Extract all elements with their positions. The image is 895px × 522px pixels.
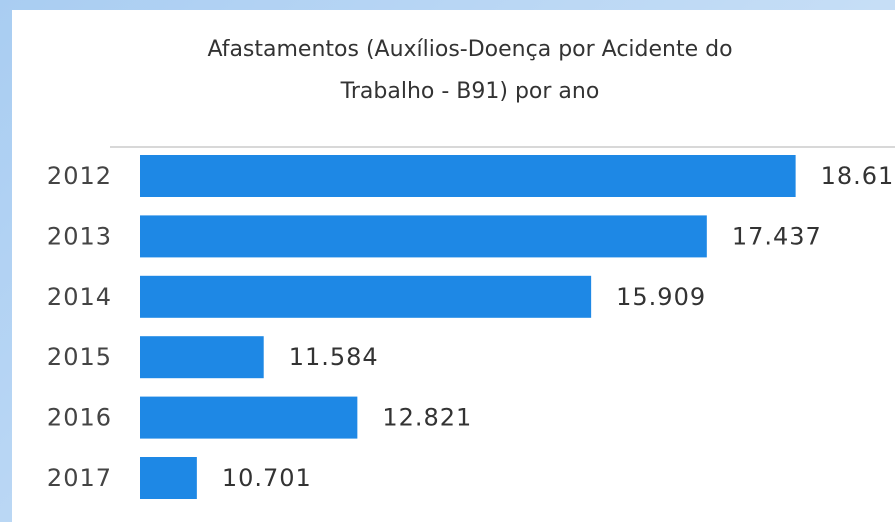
y-tick-label: 2013 [47, 222, 112, 250]
value-label: 11.584 [289, 343, 379, 371]
bar [140, 457, 197, 499]
y-tick-label: 2015 [47, 343, 112, 371]
bar [140, 275, 592, 318]
value-label: 10.701 [222, 464, 312, 492]
chart-title: Trabalho - B91) por ano [340, 79, 600, 104]
value-label: 15.909 [616, 283, 706, 311]
y-tick-label: 2017 [47, 464, 112, 492]
chart-title: Afastamentos (Auxílios-Doença por Aciden… [207, 37, 732, 62]
value-label: 12.821 [382, 404, 472, 432]
bar [140, 155, 796, 197]
value-label: 18.61 [821, 162, 895, 190]
bar [140, 336, 264, 379]
y-tick-label: 2014 [47, 283, 112, 311]
y-tick-label: 2016 [47, 404, 112, 432]
y-tick-label: 2012 [47, 162, 112, 190]
bar [140, 215, 707, 258]
value-label: 17.437 [732, 222, 822, 250]
bar [140, 396, 358, 439]
